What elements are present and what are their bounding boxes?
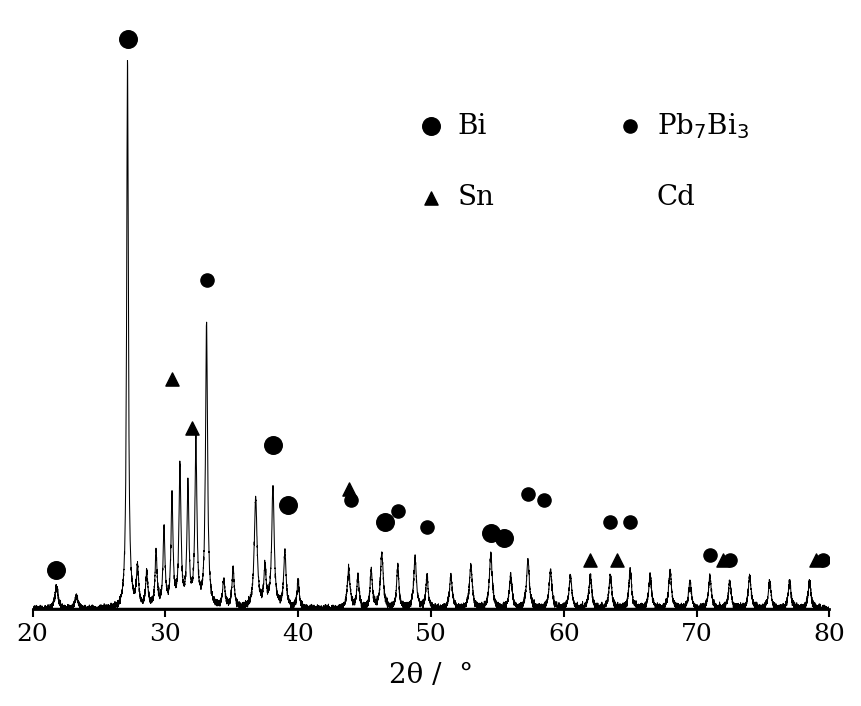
Text: Bi: Bi <box>457 113 486 140</box>
Point <box>497 532 511 544</box>
Point <box>483 527 497 538</box>
Point <box>583 554 597 566</box>
Point <box>281 500 294 511</box>
Point <box>815 554 829 566</box>
Point <box>424 192 437 203</box>
Point <box>377 516 391 527</box>
Text: Cd: Cd <box>656 184 695 211</box>
Point <box>200 275 214 286</box>
Point <box>49 564 63 575</box>
Point <box>424 121 437 132</box>
Point <box>520 489 534 500</box>
Point <box>341 483 355 494</box>
Text: Pb$_7$Bi$_3$: Pb$_7$Bi$_3$ <box>656 112 748 141</box>
X-axis label: 2θ /  °: 2θ / ° <box>388 662 473 689</box>
Text: Sn: Sn <box>457 184 494 211</box>
Point <box>603 516 616 527</box>
Point <box>121 33 134 44</box>
Point <box>419 522 433 533</box>
Point <box>390 505 404 516</box>
Point <box>536 494 550 505</box>
Point <box>266 439 280 450</box>
Point <box>185 423 199 434</box>
Point <box>623 516 636 527</box>
Point <box>722 554 736 566</box>
Point <box>165 373 179 385</box>
Point <box>808 554 822 566</box>
Point <box>703 549 716 561</box>
Point <box>610 554 623 566</box>
Point <box>623 121 636 132</box>
Point <box>344 494 358 505</box>
Point <box>715 554 729 566</box>
